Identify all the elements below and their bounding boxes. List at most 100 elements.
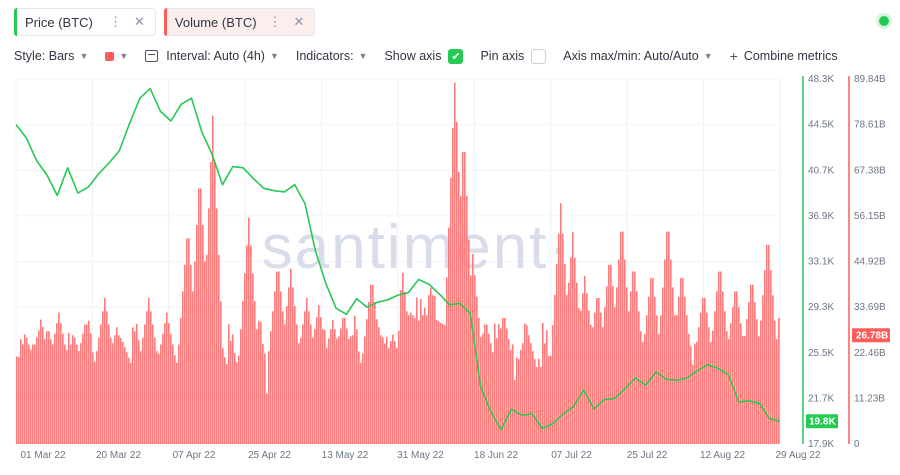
volume-bar (734, 291, 736, 444)
volume-bar (472, 254, 474, 444)
volume-bar (546, 330, 548, 444)
volume-bar (386, 336, 388, 444)
style-dropdown[interactable]: Style: Bars ▼ (14, 49, 88, 63)
combine-metrics-button[interactable]: + Combine metrics (730, 48, 838, 64)
volume-bar (400, 290, 402, 444)
x-tick-label: 25 Apr 22 (248, 450, 291, 461)
volume-bar (228, 324, 230, 444)
volume-bar (768, 244, 770, 444)
calendar-icon (145, 50, 159, 62)
chevron-down-icon: ▼ (119, 51, 129, 61)
volume-bar (428, 295, 430, 444)
volume-bar (662, 287, 664, 444)
volume-bar (672, 287, 674, 444)
volume-bar (690, 346, 692, 444)
metric-tab-price[interactable]: Price (BTC) ⋮ ✕ (14, 8, 156, 36)
interval-dropdown[interactable]: Interval: Auto (4h) ▼ (145, 49, 279, 63)
volume-bar (446, 277, 448, 444)
volume-bar (510, 349, 512, 444)
volume-bar (514, 380, 516, 444)
volume-bar (334, 329, 336, 444)
volume-bar (294, 306, 296, 444)
x-tick-label: 29 Aug 22 (775, 450, 820, 461)
color-picker[interactable]: ▼ (105, 51, 128, 61)
volume-bar (236, 362, 238, 444)
volume-bar (774, 320, 776, 444)
volume-bar (404, 291, 406, 444)
volume-bar (412, 315, 414, 444)
volume-bar (308, 311, 310, 444)
volume-bar (444, 325, 446, 444)
metric-tab-volume[interactable]: Volume (BTC) ⋮ ✕ (163, 8, 316, 36)
volume-bar (652, 278, 654, 444)
volume-bar (554, 294, 556, 444)
volume-bar (528, 335, 530, 444)
more-options-icon[interactable]: ⋮ (268, 14, 282, 29)
style-label: Style: Bars (14, 49, 75, 63)
volume-bar (392, 334, 394, 444)
close-icon[interactable]: ✕ (134, 14, 145, 29)
volume-bar (748, 302, 750, 444)
volume-bar (148, 298, 150, 444)
volume-bar (120, 338, 122, 444)
volume-bar (532, 351, 534, 444)
volume-bar (24, 334, 26, 444)
volume-bar (760, 320, 762, 444)
x-tick-label: 12 Aug 22 (700, 450, 745, 461)
price-tick-label: 44.5K (808, 120, 834, 131)
volume-bar (26, 337, 28, 444)
volume-bar (736, 291, 738, 444)
volume-bar (488, 333, 490, 444)
volume-bar (614, 307, 616, 444)
volume-bar (16, 356, 18, 444)
volume-bar (358, 351, 360, 444)
indicators-dropdown[interactable]: Indicators: ▼ (296, 49, 368, 63)
volume-bar (242, 301, 244, 444)
volume-bar (420, 299, 422, 444)
volume-bar (448, 227, 450, 444)
volume-bar (246, 245, 248, 444)
volume-bar (128, 357, 130, 444)
volume-bar (260, 322, 262, 444)
volume-bar (112, 343, 114, 444)
pin-axis-checkbox[interactable] (531, 48, 547, 64)
show-axis-toggle[interactable]: Show axis ✔ (384, 48, 464, 64)
volume-bar (338, 336, 340, 444)
indicators-label: Indicators: (295, 49, 354, 63)
volume-bar (306, 298, 308, 444)
volume-bar (628, 311, 630, 444)
volume-bar (462, 152, 464, 444)
volume-bar (606, 286, 608, 444)
volume-bar (626, 287, 628, 444)
volume-bar (608, 264, 610, 444)
volume-bar (212, 115, 214, 444)
volume-bar (668, 231, 670, 444)
volume-bar (460, 195, 462, 444)
volume-bar (494, 323, 496, 444)
volume-bar (346, 328, 348, 444)
volume-bar (318, 305, 320, 444)
volume-bar (38, 330, 40, 444)
volume-bar (164, 323, 166, 444)
volume-bar (210, 162, 212, 444)
axis-maxmin-dropdown[interactable]: Axis max/min: Auto/Auto ▼ (563, 49, 712, 63)
pin-axis-toggle[interactable]: Pin axis (480, 48, 547, 64)
volume-bar (696, 341, 698, 444)
volume-bar (498, 324, 500, 444)
price-tick-label: 48.3K (808, 74, 834, 85)
volume-bar (572, 232, 574, 444)
volume-bar (566, 294, 568, 444)
volume-bar (582, 293, 584, 444)
volume-bar (682, 278, 684, 444)
more-options-icon[interactable]: ⋮ (109, 14, 122, 29)
volume-bar (32, 344, 34, 444)
show-axis-checkbox[interactable]: ✔ (448, 48, 464, 64)
volume-bar (516, 357, 518, 444)
volume-bar (86, 324, 88, 444)
volume-bar (62, 333, 64, 444)
volume-bar (202, 225, 204, 444)
volume-bar (776, 339, 778, 444)
close-icon[interactable]: ✕ (293, 14, 305, 29)
volume-bar (186, 238, 188, 444)
